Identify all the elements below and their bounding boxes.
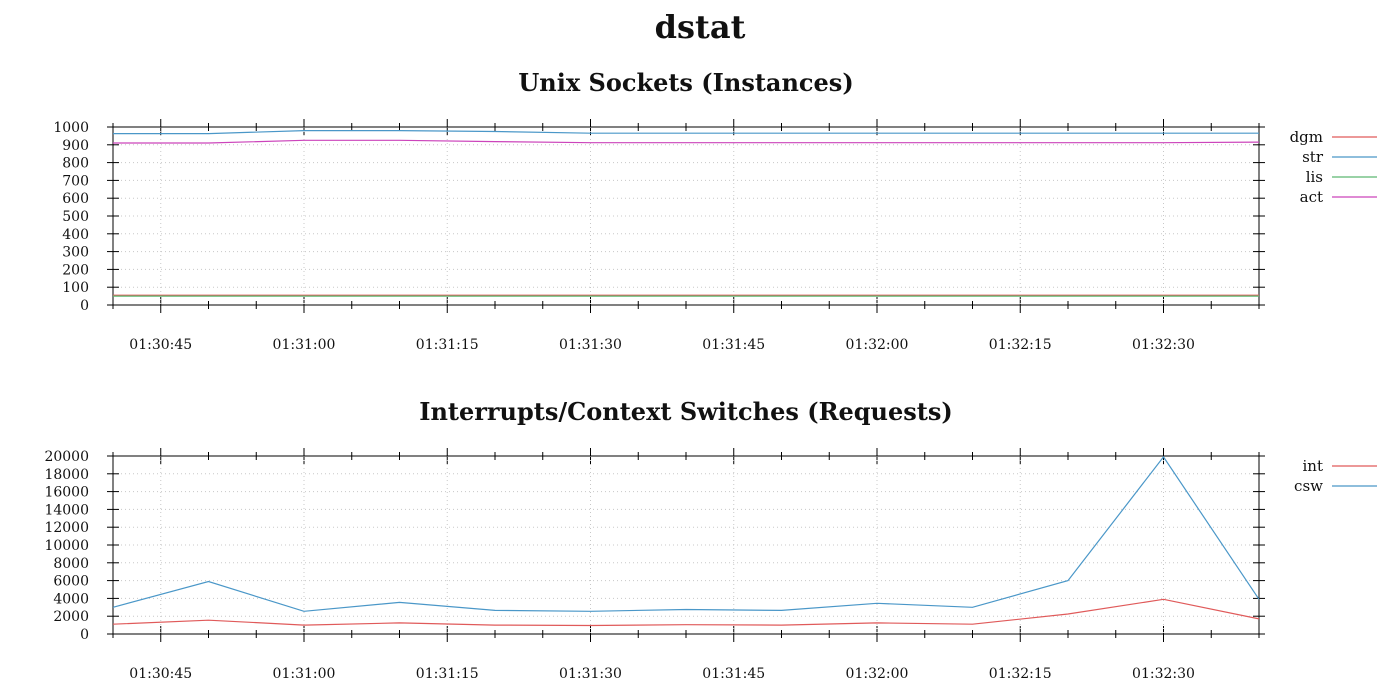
chart0-x-tick-label: 01:31:30 [559, 337, 622, 353]
chart1-y-tick-label: 20000 [44, 449, 89, 465]
chart1-series-int-line [112, 598, 1260, 627]
chart0-x-tick-label: 01:31:15 [416, 337, 479, 353]
chart0-x-tick-label: 01:32:30 [1132, 337, 1195, 353]
figure-title: dstat [655, 8, 746, 46]
chart1-y-tick-label: 10000 [44, 538, 89, 554]
chart0-series-act-line [113, 139, 1260, 144]
chart0-y-tick-label: 300 [62, 245, 89, 261]
chart1-y-tick-label: 12000 [44, 520, 89, 536]
chart1-legend-label-int: int [1303, 457, 1324, 475]
chart0-y-tick-label: 900 [62, 138, 89, 154]
chart0-y-tick-label: 100 [62, 280, 89, 296]
chart0-legend-label-str: str [1302, 148, 1324, 166]
chart0-x-tick-label: 01:31:45 [702, 337, 765, 353]
chart1-series-csw-line [112, 455, 1260, 612]
chart0-y-tick-label: 500 [62, 209, 89, 225]
chart1-x-tick-label: 01:31:45 [702, 666, 765, 682]
chart1-x-tick-label: 01:31:30 [559, 666, 622, 682]
chart0-y-tick-label: 800 [62, 156, 89, 172]
chart0-y-tick-label: 0 [80, 298, 89, 314]
chart0-legend-label-dgm: dgm [1290, 128, 1323, 146]
chart1-y-tick-label: 14000 [44, 502, 89, 518]
chart0-y-tick-label: 400 [62, 227, 89, 243]
interrupts-chart: Interrupts/Context Switches (Requests) 0… [44, 397, 1377, 682]
chart1-y-tick-label: 8000 [53, 556, 89, 572]
chart1-y-tick-label: 6000 [53, 574, 89, 590]
chart0-series-str-line [113, 130, 1259, 135]
chart1-x-tick-label: 01:30:45 [129, 666, 192, 682]
chart0-x-tick-label: 01:31:00 [273, 337, 336, 353]
chart1-y-tick-label: 4000 [53, 591, 89, 607]
chart0-x-tick-label: 01:30:45 [129, 337, 192, 353]
chart0-y-tick-label: 600 [62, 191, 89, 207]
chart0-y-tick-label: 200 [62, 262, 89, 278]
chart1-x-tick-label: 01:31:00 [273, 666, 336, 682]
chart1-x-tick-label: 01:32:00 [846, 666, 909, 682]
chart0-legend-label-act: act [1300, 188, 1323, 206]
chart1-y-tick-label: 0 [80, 627, 89, 643]
chart0-x-tick-label: 01:32:00 [846, 337, 909, 353]
chart0-x-tick-label: 01:32:15 [989, 337, 1052, 353]
chart1-x-tick-label: 01:32:30 [1132, 666, 1195, 682]
chart0-y-tick-label: 700 [62, 173, 89, 189]
chart1-x-tick-label: 01:31:15 [416, 666, 479, 682]
chart0-legend-label-lis: lis [1306, 168, 1323, 186]
chart1-y-tick-label: 2000 [53, 609, 89, 625]
unix-sockets-title: Unix Sockets (Instances) [518, 68, 853, 97]
chart1-legend-label-csw: csw [1294, 477, 1323, 495]
chart1-y-tick-label: 16000 [44, 485, 89, 501]
chart1-x-tick-label: 01:32:15 [989, 666, 1052, 682]
chart0-y-tick-label: 1000 [53, 120, 89, 136]
chart1-y-tick-label: 18000 [44, 467, 89, 483]
interrupts-title: Interrupts/Context Switches (Requests) [419, 397, 953, 426]
